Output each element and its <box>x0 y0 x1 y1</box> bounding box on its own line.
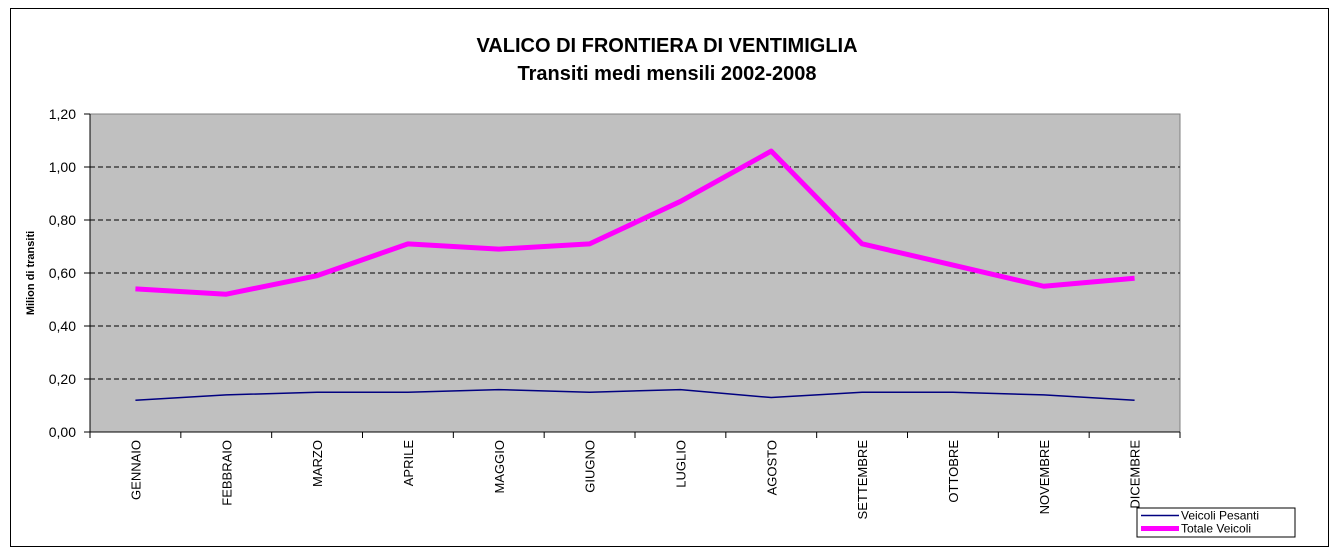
x-tick-label: AGOSTO <box>764 440 779 495</box>
x-tick-label: GIUGNO <box>583 440 598 493</box>
y-tick-label: 0,40 <box>49 318 76 334</box>
y-tick-label: 1,20 <box>49 106 76 122</box>
y-axis-label: Milion di transiti <box>25 231 37 315</box>
y-tick-label: 0,60 <box>49 265 76 281</box>
y-tick-label: 0,80 <box>49 212 76 228</box>
chart-title: VALICO DI FRONTIERA DI VENTIMIGLIA <box>476 35 857 57</box>
x-tick-label: GENNAIO <box>128 440 143 500</box>
y-tick-label: 1,00 <box>49 159 76 175</box>
x-tick-label: MAGGIO <box>492 440 507 493</box>
x-tick-label: FEBBRAIO <box>219 440 234 506</box>
legend-box <box>1136 507 1296 538</box>
y-tick-label: 0,00 <box>49 424 76 440</box>
legend-label: Totale Veicoli <box>1181 522 1251 536</box>
x-tick-label: DICEMBRE <box>1128 440 1143 509</box>
x-tick-label: APRILE <box>401 440 416 487</box>
x-tick-label: MARZO <box>310 440 325 487</box>
legend-label: Veicoli Pesanti <box>1181 509 1259 523</box>
x-tick-label: NOVEMBRE <box>1037 440 1052 515</box>
x-tick-label: LUGLIO <box>673 440 688 488</box>
series-line <box>135 148 1135 297</box>
series-line <box>135 388 1135 401</box>
chart-subtitle: Transiti medi mensili 2002-2008 <box>517 63 816 85</box>
y-tick-label: 0,20 <box>49 371 76 387</box>
x-tick-label: SETTEMBRE <box>855 440 870 520</box>
x-tick-label: OTTOBRE <box>946 440 961 503</box>
